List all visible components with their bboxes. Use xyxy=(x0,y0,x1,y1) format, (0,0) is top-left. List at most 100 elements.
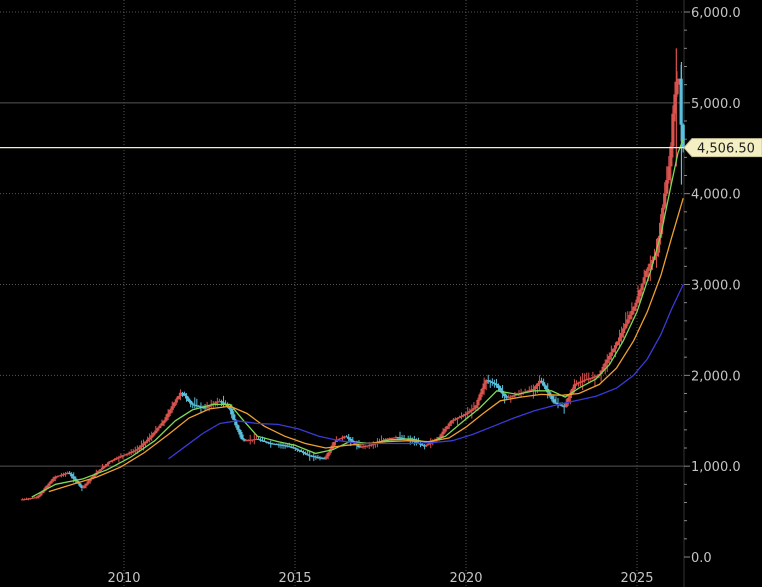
candle-body xyxy=(310,455,314,457)
candle-body xyxy=(474,405,478,409)
candle-body xyxy=(361,446,365,448)
candle-body xyxy=(72,476,76,479)
candle-body xyxy=(642,277,646,284)
candle-body xyxy=(107,462,111,464)
candle-body xyxy=(603,363,607,367)
candle-body xyxy=(197,405,201,407)
candle-body xyxy=(193,404,197,406)
candle-body xyxy=(57,475,61,477)
candle-body xyxy=(164,417,168,421)
candle-body xyxy=(322,458,326,460)
candle-body xyxy=(156,428,160,431)
candle-body xyxy=(262,440,267,442)
candle-body xyxy=(359,446,363,448)
candle-body xyxy=(630,310,634,315)
candle-body xyxy=(371,444,375,446)
candle-body xyxy=(503,393,507,397)
y-tick-label: 4,000.0 xyxy=(691,188,741,203)
candle-body xyxy=(615,341,620,346)
candle-body xyxy=(531,388,535,390)
candle-body xyxy=(581,380,585,382)
candle-body xyxy=(84,483,88,486)
candle-body xyxy=(593,376,597,378)
candle-body xyxy=(570,388,574,394)
candle-body xyxy=(129,451,133,453)
candle-body xyxy=(53,476,57,479)
candle-body xyxy=(24,498,29,500)
candle-body xyxy=(102,465,107,468)
candle-body xyxy=(166,413,170,418)
y-axis-ticks: 0.0 1,000.0 2,000.0 3,000.0 4,000.0 5,000.0 6,… xyxy=(691,6,741,566)
candle-body xyxy=(480,388,484,395)
candle-body xyxy=(578,381,583,383)
candle-body xyxy=(240,434,244,440)
candle-body xyxy=(632,306,636,311)
candle-body xyxy=(673,94,677,114)
candle-body xyxy=(671,113,675,147)
candle-body xyxy=(168,409,172,414)
candle-body xyxy=(195,405,199,407)
candle-body xyxy=(182,393,187,396)
candle-body xyxy=(342,436,347,438)
y-tick-label: 3,000.0 xyxy=(691,279,741,294)
candle-body xyxy=(26,498,31,500)
candle-body xyxy=(513,395,517,397)
candle-body xyxy=(420,444,425,446)
candle-body xyxy=(88,479,92,482)
candle-body xyxy=(552,399,556,403)
candle-body xyxy=(119,456,123,458)
candle-body xyxy=(613,345,618,349)
candle-body xyxy=(605,359,609,364)
candle-body xyxy=(279,444,283,446)
candle-body xyxy=(365,445,369,447)
candle-body xyxy=(470,409,474,412)
candle-body xyxy=(326,452,330,457)
ma-short-line xyxy=(31,138,684,498)
candle-body xyxy=(572,384,577,389)
candle-body xyxy=(254,438,258,440)
candle-body xyxy=(316,457,320,459)
candle-body xyxy=(548,392,552,396)
candle-body xyxy=(654,252,659,257)
candle-body xyxy=(638,289,642,297)
candle-body xyxy=(496,385,501,389)
candle-body xyxy=(123,454,127,456)
candle-body xyxy=(472,408,476,410)
candle-body xyxy=(650,259,654,264)
x-tick-label: 2020 xyxy=(449,571,482,586)
candle-body xyxy=(33,497,37,499)
candle-body xyxy=(176,396,180,400)
candle-body xyxy=(558,404,562,406)
candle-body xyxy=(681,124,685,148)
candle-body xyxy=(665,180,669,194)
candle-body xyxy=(486,380,490,382)
candle-body xyxy=(423,445,427,447)
candle-body xyxy=(418,443,423,445)
candle-body xyxy=(277,444,281,446)
candle-body xyxy=(293,447,297,449)
y-axis-tick-marks xyxy=(684,11,690,558)
candle-body xyxy=(457,416,462,418)
ma-mid-line xyxy=(48,198,684,493)
candle-body xyxy=(459,415,464,417)
candle-body xyxy=(539,380,544,383)
candle-body xyxy=(398,437,402,439)
candle-body xyxy=(347,437,351,439)
candle-body xyxy=(585,379,589,381)
candle-body xyxy=(113,459,117,461)
candle-body xyxy=(187,398,191,402)
candle-body xyxy=(221,402,226,404)
candle-body xyxy=(384,439,388,441)
candle-body xyxy=(217,401,222,403)
candle-body xyxy=(242,439,246,441)
candle-body xyxy=(86,481,90,484)
candle-body xyxy=(232,414,236,420)
x-tick-label: 2015 xyxy=(278,571,311,586)
candle-body xyxy=(246,440,250,442)
candle-body xyxy=(271,443,275,445)
candle-body xyxy=(478,394,482,400)
candle-body xyxy=(507,397,511,399)
candle-body xyxy=(449,420,453,424)
candle-body xyxy=(51,478,55,482)
